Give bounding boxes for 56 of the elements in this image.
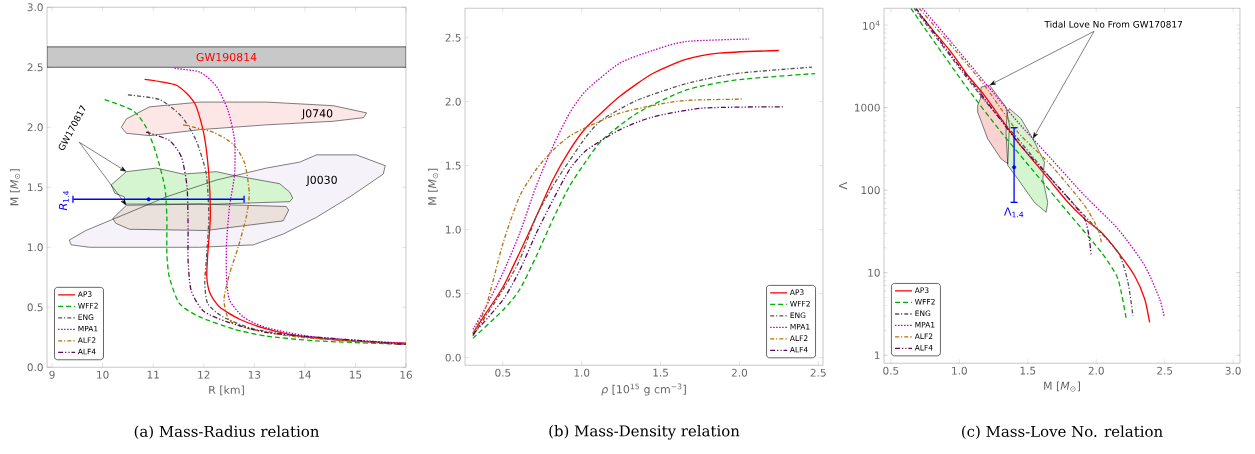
x-tick-label: 1.0 — [574, 368, 590, 377]
y-tick-label: 0.5 — [27, 303, 43, 312]
x-tick-label: 2.5 — [1157, 366, 1173, 375]
y-tick-label: 10 — [868, 268, 880, 277]
series-label: J0740 — [301, 109, 333, 120]
y-tick-label: 1.5 — [28, 183, 43, 192]
x-tick-label: 13 — [248, 370, 261, 379]
line-series — [472, 106, 785, 336]
x-tick-label: 1.0 — [952, 366, 967, 375]
band-label: GW190814 — [196, 52, 257, 62]
x-tick-label: 9 — [49, 370, 55, 379]
y-tick-label: 1.5 — [446, 161, 461, 170]
y-tick-label: 1.0 — [28, 243, 43, 252]
y-tick-label: 2.5 — [27, 63, 43, 72]
y-tick-label: 0.0 — [27, 363, 43, 372]
y-tick-label: 2.0 — [27, 123, 43, 132]
y-tick-label: 1000 — [855, 103, 880, 112]
line-series — [472, 98, 744, 334]
x-tick-label: 16 — [400, 370, 412, 379]
annotation: Tidal Love No From GW170817 — [1044, 20, 1183, 28]
y-tick-label: 0.0 — [445, 353, 461, 362]
x-tick-label: 0.5 — [883, 366, 899, 375]
x-axis-title: M [M$_{⊙}$] — [1044, 381, 1080, 392]
x-tick-label: 12 — [198, 370, 210, 379]
y-tick-label: 3.0 — [27, 3, 43, 12]
y-tick-label: 100 — [861, 186, 880, 195]
y-tick-label: 1.0 — [446, 225, 461, 234]
x-axis-title: R [km] — [209, 385, 244, 396]
x-tick-label: 3.0 — [1225, 366, 1241, 375]
x-tick-label: 11 — [147, 370, 159, 379]
text: (c) Mass-Love No. relation — [962, 425, 1163, 439]
x-tick-label: 1.5 — [653, 368, 668, 377]
x-tick-label: 2.5 — [810, 368, 826, 377]
x-tick-label: 1.5 — [1020, 366, 1036, 375]
text: (a) Mass-Radius relation — [134, 425, 320, 439]
text: (b) Mass-Density relation — [549, 424, 740, 440]
text: R$_{1.4}$ — [58, 190, 69, 210]
line-series — [145, 131, 407, 345]
series-label: J0030 — [305, 175, 337, 186]
x-tick-label: 2.0 — [1088, 366, 1104, 375]
x-tick-label: 10 — [97, 370, 109, 379]
x-tick-label: 0.5 — [495, 368, 511, 377]
y-axis-title: M [M$_{⊙}$] — [9, 169, 21, 205]
x-tick-label: 2.0 — [731, 368, 748, 377]
y-tick-label: 2.5 — [445, 33, 461, 42]
x-axis-title: ρ [10$^{15}$ g cm$^{−3}$] — [601, 383, 686, 396]
line-series — [182, 124, 407, 345]
x-tick-label: 15 — [349, 370, 362, 379]
y-axis-title: M [M$_{⊙}$] — [427, 168, 439, 205]
y-axis-title: Λ — [839, 181, 848, 190]
y-tick-label: 10$^{4}$ — [863, 20, 880, 30]
y-tick-label: 0.5 — [445, 289, 461, 298]
text: Λ$_{1.4}$ — [1004, 207, 1024, 218]
y-tick-label: 1 — [874, 351, 880, 359]
y-tick-label: 2.0 — [445, 97, 461, 106]
x-tick-label: 14 — [299, 370, 311, 379]
